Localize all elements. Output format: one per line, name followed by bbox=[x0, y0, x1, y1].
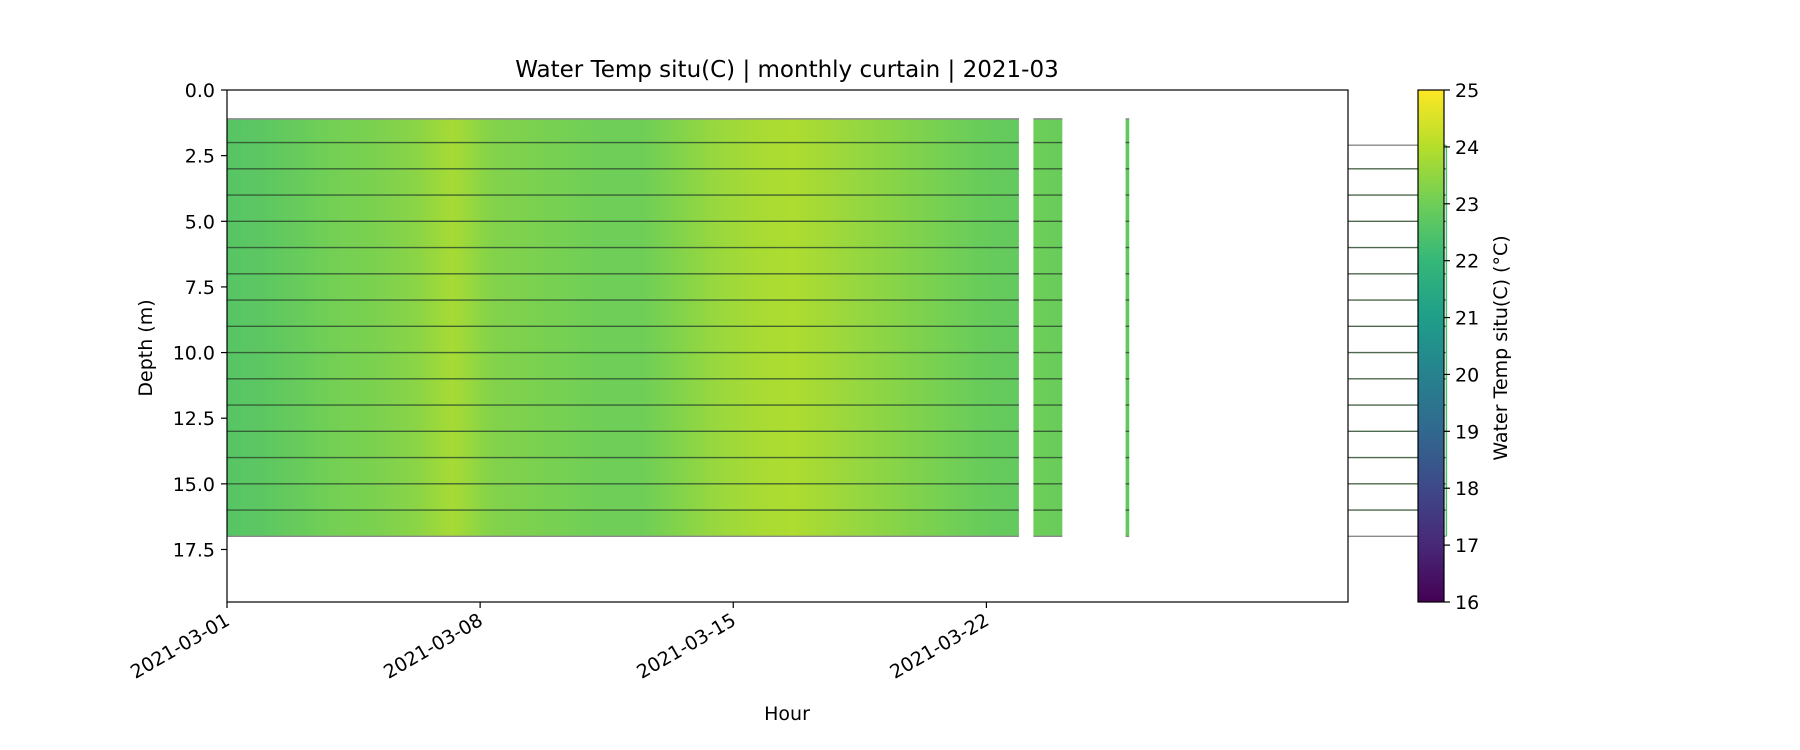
colorbar-tick-label: 16 bbox=[1455, 592, 1479, 614]
colorbar-tick-label: 25 bbox=[1455, 80, 1479, 102]
x-axis: 2021-03-01 2021-03-08 2021-03-15 2021-03-22 bbox=[127, 602, 993, 684]
colorbar-tick-label: 21 bbox=[1455, 308, 1479, 330]
curtain-block bbox=[227, 118, 1019, 537]
x-tick-label: 2021-03-01 bbox=[127, 609, 234, 683]
colorbar-tick-label: 19 bbox=[1455, 421, 1479, 443]
y-axis: 0.0 2.5 5.0 7.5 10.0 12.5 15.0 17.5 bbox=[173, 80, 227, 561]
y-tick-label: 2.5 bbox=[185, 146, 215, 168]
colorbar-tick-label: 17 bbox=[1455, 535, 1479, 557]
plot-frame bbox=[226, 89, 1349, 603]
colorbar-tick-label: 18 bbox=[1455, 478, 1479, 500]
colorbar-tick-label: 20 bbox=[1455, 364, 1479, 386]
curtain-block bbox=[1125, 118, 1130, 537]
colorbar: 16 17 18 19 20 21 22 23 24 25 bbox=[1417, 80, 1479, 614]
y-axis-title: Depth (m) bbox=[135, 299, 157, 396]
plot-area bbox=[226, 89, 1448, 603]
curtain-block bbox=[1033, 118, 1063, 537]
x-tick-label: 2021-03-22 bbox=[886, 609, 993, 683]
colorbar-tick-label: 24 bbox=[1455, 137, 1479, 159]
x-tick-label: 2021-03-08 bbox=[380, 609, 487, 683]
y-tick-label: 17.5 bbox=[173, 539, 215, 561]
chart-title: Water Temp situ(C) | monthly curtain | 2… bbox=[515, 57, 1058, 83]
colorbar-tick-label: 22 bbox=[1455, 251, 1479, 273]
y-tick-label: 7.5 bbox=[185, 277, 215, 299]
y-tick-label: 15.0 bbox=[173, 474, 215, 496]
x-axis-title: Hour bbox=[764, 703, 810, 725]
y-tick-label: 5.0 bbox=[185, 211, 215, 233]
curtain-block bbox=[1445, 145, 1448, 537]
colorbar-title: Water Temp situ(C) (°C) bbox=[1490, 235, 1512, 460]
colorbar-gradient bbox=[1417, 89, 1445, 603]
x-tick-label: 2021-03-15 bbox=[633, 609, 740, 683]
y-tick-label: 10.0 bbox=[173, 343, 215, 365]
y-tick-label: 0.0 bbox=[185, 80, 215, 102]
y-tick-label: 12.5 bbox=[173, 408, 215, 430]
colorbar-tick-label: 23 bbox=[1455, 194, 1479, 216]
